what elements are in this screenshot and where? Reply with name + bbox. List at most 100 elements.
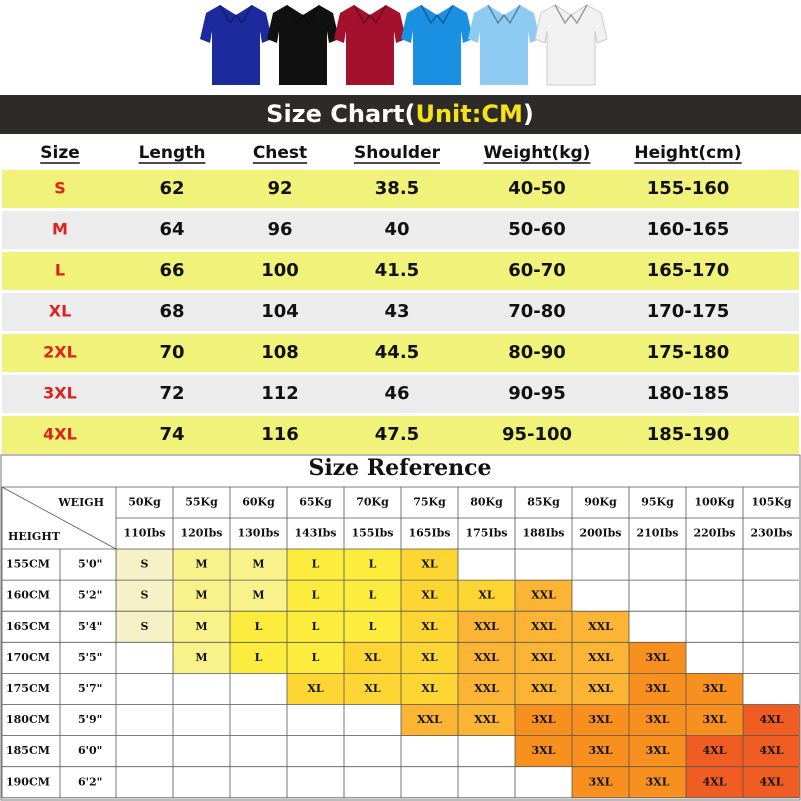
size-cell: XXL: [474, 651, 499, 664]
cell: 185-190: [647, 424, 730, 445]
weight-kg: 105Kg: [751, 496, 792, 509]
title-bar: [0, 95, 801, 134]
row-background: [2, 334, 799, 372]
size-cell: XL: [364, 651, 381, 664]
size-label: 3XL: [43, 384, 77, 403]
cell-background: [287, 549, 344, 581]
column-header: Length: [139, 143, 206, 163]
cell: 41.5: [375, 260, 419, 281]
height-ft: 5'5": [78, 651, 102, 664]
cell: 50-60: [508, 219, 566, 240]
size-cell: L: [255, 651, 263, 664]
cell-background: [572, 642, 629, 674]
cell: 62: [159, 178, 184, 199]
weigh-label: WEIGH: [57, 496, 104, 509]
size-label: XL: [49, 302, 72, 321]
weight-kg: 55Kg: [185, 496, 218, 509]
cell-background: [344, 673, 401, 705]
cell-background: [572, 766, 629, 798]
weight-kg: 60Kg: [242, 496, 275, 509]
size-cell: XXL: [588, 682, 613, 695]
column-header: Shoulder: [354, 143, 441, 163]
size-cell: M: [252, 558, 264, 571]
size-cell: 3XL: [646, 713, 670, 726]
height-ft: 5'2": [78, 589, 102, 602]
size-cell: S: [141, 620, 149, 633]
shirt: [534, 4, 608, 86]
cell-background: [515, 580, 572, 612]
weight-lbs: 130Ibs: [238, 527, 280, 540]
title-unit: Unit:CM: [415, 100, 522, 128]
size-cell: S: [141, 589, 149, 602]
cell: 70-80: [508, 301, 566, 322]
size-cell: 3XL: [646, 744, 670, 757]
cell-background: [686, 673, 743, 705]
size-cell: 3XL: [646, 651, 670, 664]
size-cell: L: [312, 589, 320, 602]
size-cell: 3XL: [532, 713, 556, 726]
cell: 60-70: [508, 260, 566, 281]
size-cell: XL: [421, 682, 438, 695]
size-cell: 3XL: [703, 682, 727, 695]
size-cell: 3XL: [589, 775, 613, 788]
cell: 160-165: [647, 219, 730, 240]
cell-background: [515, 642, 572, 674]
cell-background: [287, 642, 344, 674]
cell: 180-185: [647, 383, 730, 404]
weight-lbs: 110Ibs: [124, 527, 166, 540]
cell: 72: [159, 383, 184, 404]
shirt: [200, 5, 272, 85]
size-cell: 4XL: [703, 775, 727, 788]
cell-background: [344, 580, 401, 612]
cell-background: [629, 735, 686, 767]
weight-lbs: 155Ibs: [352, 527, 394, 540]
cell: 108: [261, 342, 299, 363]
cell-background: [116, 611, 173, 643]
column-header: Weight(kg): [484, 143, 591, 163]
title-before: Size Chart(: [266, 100, 415, 128]
cell-background: [572, 673, 629, 705]
shirt: [334, 5, 406, 85]
size-cell: M: [195, 620, 207, 633]
cell-background: [458, 673, 515, 705]
cell-background: [230, 642, 287, 674]
size-cell: XXL: [474, 620, 499, 633]
collar: [487, 4, 521, 25]
cell: 38.5: [375, 178, 419, 199]
row-background: [2, 416, 799, 454]
cell-background: [230, 549, 287, 581]
weight-kg: 95Kg: [641, 496, 674, 509]
table-line: [1, 486, 117, 550]
size-cell: M: [195, 589, 207, 602]
height-ft: 5'0": [78, 558, 102, 571]
size-cell: XXL: [588, 620, 613, 633]
size-cell: S: [141, 558, 149, 571]
cell-background: [572, 735, 629, 767]
size-cell: XL: [421, 589, 438, 602]
weight-lbs: 200Ibs: [580, 527, 622, 540]
cell-background: [173, 580, 230, 612]
cell: 92: [267, 178, 292, 199]
size-label: L: [55, 261, 65, 280]
height-ft: 5'9": [78, 713, 102, 726]
size-cell: 3XL: [646, 775, 670, 788]
cell-background: [401, 673, 458, 705]
size-chart-title: Size Chart(Unit:CM): [266, 100, 534, 128]
weight-kg: 50Kg: [128, 496, 161, 509]
cell-background: [458, 704, 515, 736]
cell: 47.5: [375, 424, 419, 445]
column-header: Chest: [253, 143, 307, 163]
cell: 40-50: [508, 178, 566, 199]
cell-background: [515, 735, 572, 767]
cell: 100: [261, 260, 299, 281]
weight-lbs: 188Ibs: [523, 527, 565, 540]
cell: 155-160: [647, 178, 730, 199]
weight-kg: 75Kg: [413, 496, 446, 509]
size-cell: 4XL: [703, 744, 727, 757]
cell-background: [572, 704, 629, 736]
weight-lbs: 220Ibs: [694, 527, 736, 540]
height-cm: 155CM: [6, 558, 50, 571]
cell-background: [401, 611, 458, 643]
height-cm: 165CM: [6, 620, 50, 633]
